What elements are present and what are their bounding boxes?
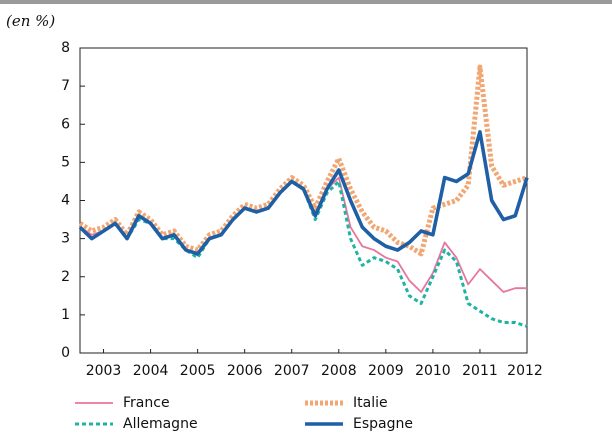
- y-tick-label: 0: [61, 345, 70, 361]
- y-tick-label: 5: [61, 154, 70, 170]
- x-tick-label: 2004: [133, 363, 169, 379]
- y-tick-label: 1: [61, 307, 70, 323]
- x-tick-label: 2003: [86, 363, 122, 379]
- y-tick-label: 2: [61, 269, 70, 285]
- unit-label: (en %): [6, 12, 55, 30]
- y-tick-label: 4: [61, 193, 70, 209]
- legend-label: Allemagne: [123, 416, 198, 432]
- series-line: [78, 179, 528, 328]
- x-tick-label: 2007: [274, 363, 310, 379]
- legend-label: France: [123, 395, 170, 411]
- x-tick-label: 2005: [180, 363, 216, 379]
- series-line: [78, 130, 529, 256]
- x-tick-label: 2009: [368, 363, 404, 379]
- series-line: [78, 64, 528, 257]
- y-tick-label: 6: [61, 116, 70, 132]
- x-tick-label: 2012: [507, 363, 543, 379]
- x-tick-label: 2008: [321, 363, 357, 379]
- x-tick-label: 2011: [462, 363, 498, 379]
- legend-label: Italie: [353, 395, 388, 411]
- plot-frame: [79, 47, 528, 354]
- x-tick-label: 2010: [415, 363, 451, 379]
- y-tick-label: 8: [61, 40, 70, 56]
- top-rule: [0, 0, 612, 4]
- x-tick-label: 2006: [227, 363, 263, 379]
- legend-label: Espagne: [353, 416, 413, 432]
- y-tick-label: 7: [61, 78, 70, 94]
- y-tick-label: 3: [61, 231, 70, 247]
